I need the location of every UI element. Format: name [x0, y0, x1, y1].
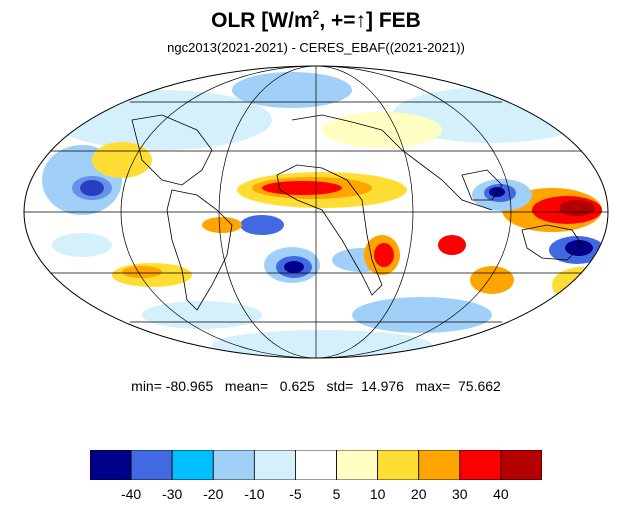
colorbar-swatch-4 — [253, 450, 296, 480]
colorbar-swatch-7 — [377, 450, 420, 480]
title-prefix: OLR [W/m — [211, 9, 313, 32]
coastlines — [131, 114, 583, 311]
title-tail: ] FEB — [366, 9, 421, 32]
plot-title: OLR [W/m2, +=↑] FEB — [0, 8, 632, 33]
colorbar-swatch-6 — [336, 450, 379, 480]
colorbar-labels: -40 -30 -20 -10 -5 5 10 20 30 40 — [0, 486, 632, 504]
colorbar-label-1: -30 — [162, 486, 183, 502]
colorbar-label-9: 40 — [493, 486, 509, 502]
colorbar-swatch-10 — [500, 450, 542, 480]
colorbar-label-7: 20 — [410, 486, 427, 502]
title-suffix: , += — [319, 9, 356, 32]
colorbar-label-8: 30 — [452, 486, 468, 502]
olr-difference-map — [23, 65, 609, 359]
colorbar-label-6: 10 — [369, 486, 386, 502]
up-arrow-icon: ↑ — [355, 9, 367, 32]
statistics-line: min= -80.965 mean= 0.625 std= 14.976 max… — [131, 378, 501, 394]
colorbar-swatch-3 — [212, 450, 255, 480]
colorbar-label-3: -10 — [244, 486, 265, 502]
colorbar-label-4: -5 — [289, 486, 302, 502]
colorbar-swatch-8 — [418, 450, 461, 480]
colorbar — [90, 450, 542, 480]
colorbar-label-0: -40 — [120, 486, 142, 502]
colorbar-swatch-0 — [90, 450, 132, 480]
plot-subtitle: ngc2013(2021-2021) - CERES_EBAF((2021-20… — [167, 40, 465, 55]
colorbar-swatch-2 — [171, 450, 214, 480]
colorbar-swatch-5 — [295, 450, 337, 480]
colorbar-swatch-9 — [459, 450, 502, 480]
colorbar-label-2: -20 — [203, 486, 224, 502]
colorbar-swatch-1 — [130, 450, 173, 480]
title-superscript: 2 — [312, 8, 320, 22]
colorbar-label-5: 5 — [332, 486, 341, 502]
globe-outline — [23, 65, 609, 359]
